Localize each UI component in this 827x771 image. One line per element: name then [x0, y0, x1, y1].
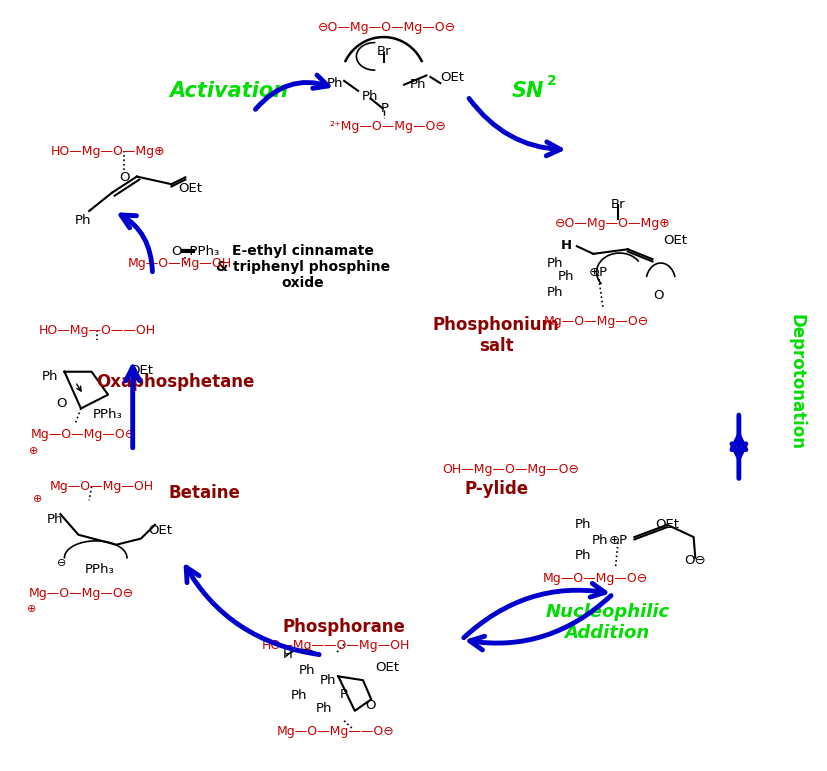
Text: OEt: OEt — [662, 234, 686, 247]
Text: Ph: Ph — [299, 664, 315, 677]
Text: Br: Br — [375, 45, 390, 58]
Text: OEt: OEt — [178, 182, 202, 195]
Text: Mg—O—Mg—OH: Mg—O—Mg—OH — [127, 257, 232, 270]
Text: OEt: OEt — [129, 365, 153, 378]
Text: Ph: Ph — [575, 549, 591, 562]
Text: Oxaphosphetane: Oxaphosphetane — [96, 372, 255, 391]
Text: 2: 2 — [547, 74, 557, 88]
Text: ⊕P: ⊕P — [588, 266, 607, 278]
Text: O: O — [119, 171, 130, 183]
Text: Ph: Ph — [547, 257, 563, 270]
Text: Activation: Activation — [170, 81, 288, 101]
Text: O⊖: O⊖ — [684, 554, 705, 567]
Text: Ph: Ph — [575, 518, 591, 531]
Text: Deprotonation: Deprotonation — [786, 314, 805, 449]
Text: PPh₃: PPh₃ — [93, 408, 122, 421]
Text: Mg—O—Mg—O⊖: Mg—O—Mg—O⊖ — [542, 572, 647, 585]
Text: ⊖O—Mg—O—Mg—O⊖: ⊖O—Mg—O—Mg—O⊖ — [318, 21, 456, 34]
Text: Mg—O—Mg—O⊖: Mg—O—Mg—O⊖ — [543, 315, 648, 328]
Text: O: O — [57, 397, 67, 410]
Text: PPh₃: PPh₃ — [85, 563, 115, 576]
Text: Ph: Ph — [327, 76, 343, 89]
Text: Mg—O—Mg—OH: Mg—O—Mg—OH — [50, 480, 153, 493]
Text: OEt: OEt — [654, 518, 678, 531]
Text: P-ylide: P-ylide — [464, 480, 528, 498]
Text: ⊕: ⊕ — [29, 446, 39, 456]
Text: Ph: Ph — [591, 534, 607, 547]
Text: HO—Mg—O——OH: HO—Mg—O——OH — [39, 324, 155, 337]
Text: Phosphonium
salt: Phosphonium salt — [433, 316, 559, 355]
Text: ⊕: ⊕ — [26, 604, 36, 614]
Text: Ph: Ph — [290, 689, 307, 702]
Text: OEt: OEt — [375, 661, 399, 674]
Text: H: H — [560, 239, 571, 252]
Text: H: H — [283, 648, 293, 662]
Text: O═PPh₃: O═PPh₃ — [171, 245, 219, 258]
Text: O: O — [365, 699, 375, 712]
Text: OEt: OEt — [439, 71, 463, 84]
Text: Ph: Ph — [547, 285, 563, 298]
Text: Phosphorane: Phosphorane — [282, 618, 405, 635]
Text: ⊖O—Mg—O—Mg⊕: ⊖O—Mg—O—Mg⊕ — [554, 217, 670, 230]
Text: Betaine: Betaine — [168, 483, 240, 502]
Text: Ph: Ph — [361, 89, 378, 103]
Text: Ph: Ph — [315, 702, 332, 715]
Text: Mg—O—Mg—O⊖: Mg—O—Mg—O⊖ — [31, 428, 136, 441]
Text: P: P — [340, 689, 347, 702]
Text: Mg—O—Mg——O⊖: Mg—O—Mg——O⊖ — [277, 725, 394, 738]
Text: Mg—O—Mg—O⊖: Mg—O—Mg—O⊖ — [28, 588, 133, 600]
Text: OEt: OEt — [149, 524, 173, 537]
Text: OH—Mg—O—Mg—O⊖: OH—Mg—O—Mg—O⊖ — [442, 463, 579, 476]
Text: Br: Br — [610, 198, 624, 211]
Text: O: O — [653, 288, 662, 301]
Text: Ph: Ph — [46, 513, 63, 526]
Text: Nucleophilic
Addition: Nucleophilic Addition — [544, 604, 668, 642]
Text: HO—Mg—O—Mg⊕: HO—Mg—O—Mg⊕ — [50, 145, 165, 158]
Text: Ph: Ph — [409, 78, 426, 91]
Text: ⊕: ⊕ — [32, 493, 42, 503]
Text: Ph: Ph — [75, 214, 92, 227]
Text: HO—Mg——O—Mg—OH: HO—Mg——O—Mg—OH — [261, 639, 409, 652]
Text: E-ethyl cinnamate
& triphenyl phosphine
oxide: E-ethyl cinnamate & triphenyl phosphine … — [216, 244, 390, 290]
Text: P: P — [380, 102, 389, 115]
Text: SN: SN — [510, 81, 543, 101]
Text: ⊖: ⊖ — [57, 558, 67, 568]
Text: ²⁺Mg—O—Mg—O⊖: ²⁺Mg—O—Mg—O⊖ — [329, 120, 446, 133]
Text: Ph: Ph — [42, 370, 59, 383]
Text: ⊕P: ⊕P — [608, 534, 627, 547]
Text: Ph: Ph — [557, 271, 574, 283]
Text: Ph: Ph — [319, 674, 336, 687]
